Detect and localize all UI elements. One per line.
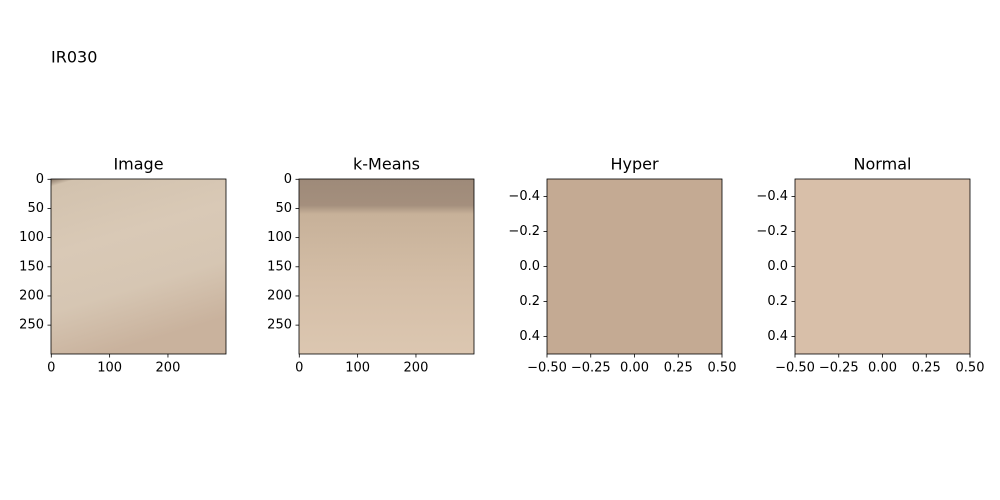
- y-tick-label: 250: [19, 318, 44, 333]
- x-tick-label: 0: [295, 361, 303, 376]
- y-tick-label: 100: [267, 230, 292, 245]
- y-tick-label: 0.4: [519, 329, 540, 344]
- image: [547, 179, 722, 354]
- x-tick-label: 100: [97, 361, 122, 376]
- x-tick-label: 200: [404, 361, 429, 376]
- y-tick-label: 250: [267, 318, 292, 333]
- x-tick-label: 0.00: [620, 361, 649, 376]
- image: [299, 179, 474, 354]
- x-tick-label: −0.50: [775, 361, 815, 376]
- figure-title: IR030: [51, 48, 97, 67]
- x-tick-label: 0.50: [708, 361, 737, 376]
- axes-title: Hyper: [610, 155, 659, 174]
- y-tick-label: 200: [19, 288, 44, 303]
- image: [795, 179, 970, 354]
- y-tick-label: 50: [275, 201, 292, 216]
- y-tick-label: −0.4: [756, 189, 788, 204]
- y-tick-label: 0.2: [767, 294, 788, 309]
- y-tick-label: 0.0: [767, 259, 788, 274]
- x-tick-label: −0.25: [571, 361, 611, 376]
- y-tick-label: 150: [267, 259, 292, 274]
- y-tick-label: 50: [27, 201, 44, 216]
- image: [51, 179, 226, 354]
- x-tick-label: −0.25: [819, 361, 859, 376]
- x-tick-label: 0.00: [868, 361, 897, 376]
- x-tick-label: 0: [47, 361, 55, 376]
- axes-title: k-Means: [353, 155, 420, 174]
- x-tick-label: 0.50: [956, 361, 985, 376]
- x-tick-label: 100: [345, 361, 370, 376]
- x-tick-label: 200: [156, 361, 181, 376]
- y-tick-label: 100: [19, 230, 44, 245]
- x-tick-label: 0.25: [664, 361, 693, 376]
- x-tick-label: 0.25: [912, 361, 941, 376]
- y-tick-label: 0.4: [767, 329, 788, 344]
- y-tick-label: −0.2: [756, 224, 788, 239]
- y-tick-label: 150: [19, 259, 44, 274]
- y-tick-label: −0.4: [508, 189, 540, 204]
- y-tick-label: 0.2: [519, 294, 540, 309]
- y-tick-label: 0.0: [519, 259, 540, 274]
- x-tick-label: −0.50: [527, 361, 567, 376]
- axes-title: Image: [113, 155, 163, 174]
- y-tick-label: −0.2: [508, 224, 540, 239]
- y-tick-label: 0: [36, 172, 44, 187]
- y-tick-label: 200: [267, 288, 292, 303]
- y-tick-label: 0: [284, 172, 292, 187]
- axes-title: Normal: [854, 155, 912, 174]
